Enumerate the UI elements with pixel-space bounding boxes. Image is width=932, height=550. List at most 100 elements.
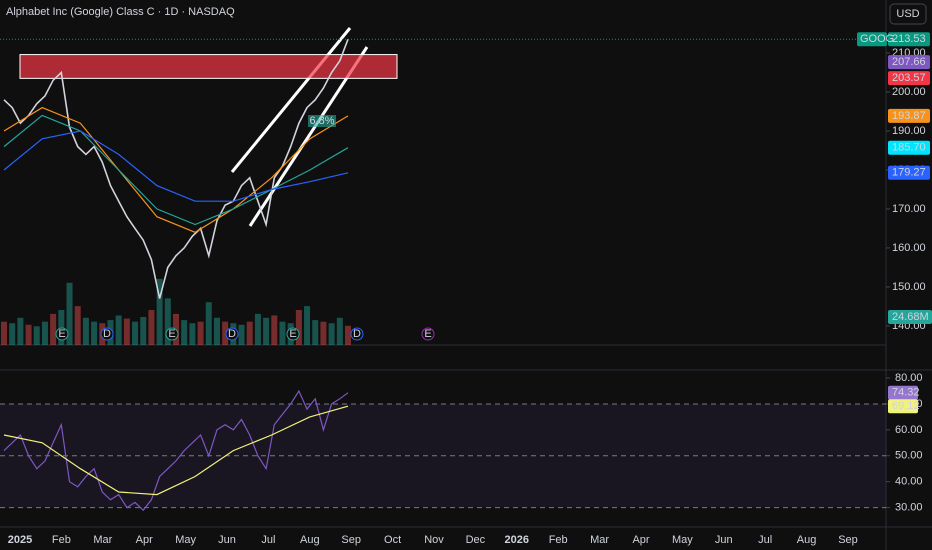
rsi-tick-label: 40.00 xyxy=(895,476,923,488)
chart-title: Alphabet Inc (Google) Class C · 1D · NAS… xyxy=(6,6,235,18)
event-marker xyxy=(100,327,114,341)
rsi-tick-label: 80.00 xyxy=(895,372,923,384)
moving-average xyxy=(3,114,349,226)
rsi-tick-label: 50.00 xyxy=(895,450,923,462)
y-tick-label: 190.00 xyxy=(892,125,926,137)
price-marker-label: 203.57 xyxy=(892,72,926,84)
volume-bar xyxy=(148,310,155,345)
price-marker-label: 185.70 xyxy=(892,142,926,154)
price-marker xyxy=(888,71,930,86)
event-marker xyxy=(350,327,364,341)
rsi-marker-label: 69.12 xyxy=(892,400,920,412)
volume-bar xyxy=(189,323,196,345)
volume-bar xyxy=(17,317,24,345)
volume-bar xyxy=(328,323,335,345)
y-tick-label: 170.00 xyxy=(892,203,926,215)
volume-bar xyxy=(263,317,270,345)
rsi-marker-label: 74.32 xyxy=(892,387,920,399)
event-label: E xyxy=(58,328,65,340)
price-marker xyxy=(888,165,930,180)
channel-line xyxy=(230,27,352,173)
x-tick-label: 2026 xyxy=(505,534,529,546)
symbol-label: GOOG xyxy=(860,33,894,45)
price-marker-label: 213.53 xyxy=(892,33,926,45)
volume-bar xyxy=(271,315,278,345)
volume-bar xyxy=(156,278,163,345)
volume-bar xyxy=(205,302,212,345)
volume-bar xyxy=(320,321,327,345)
volume-bar xyxy=(50,313,57,345)
volume-bar xyxy=(304,306,311,345)
volume-bar xyxy=(91,321,98,345)
volume-bar xyxy=(254,313,261,345)
y-tick-label: 200.00 xyxy=(892,86,926,98)
x-tick-label: Aug xyxy=(300,534,320,546)
currency[interactable]: USD xyxy=(896,8,919,20)
price-marker xyxy=(888,32,930,47)
x-tick-label: Mar xyxy=(590,534,609,546)
symbol-marker xyxy=(857,32,887,47)
x-tick-label: May xyxy=(175,534,196,546)
volume-bar xyxy=(123,318,130,345)
price-line xyxy=(3,39,349,299)
event-label: D xyxy=(103,328,111,340)
volume-bar xyxy=(74,306,81,345)
volume-bar xyxy=(197,321,204,345)
price-marker xyxy=(888,108,930,123)
x-tick-label: Jun xyxy=(218,534,236,546)
y-tick-label: 160.00 xyxy=(892,242,926,254)
x-tick-label: 2025 xyxy=(8,534,32,546)
volume-marker xyxy=(888,310,932,324)
volume-bar xyxy=(312,320,319,345)
price-marker-label: 207.66 xyxy=(892,56,926,68)
volume-bar xyxy=(115,315,122,345)
rsi-tick-label: 60.00 xyxy=(895,424,923,436)
volume-bar xyxy=(58,310,65,345)
volume-bar xyxy=(279,321,286,345)
x-tick-label: Apr xyxy=(632,534,649,546)
volume-bar xyxy=(345,325,351,345)
x-tick-label: Nov xyxy=(424,534,444,546)
x-tick-label: Oct xyxy=(384,534,401,546)
event-marker xyxy=(55,327,69,341)
volume-bar xyxy=(41,321,48,345)
volume-bar xyxy=(140,317,147,345)
rsi-line xyxy=(3,389,349,512)
volume-bar xyxy=(181,320,188,345)
annotation-box xyxy=(308,115,336,127)
volume-bar xyxy=(222,321,229,345)
volume-bar xyxy=(9,323,16,345)
event-label: D xyxy=(228,328,236,340)
annotation: 6.8% xyxy=(309,115,334,127)
price-marker-label: 179.27 xyxy=(892,167,926,179)
volume-bar xyxy=(164,298,171,345)
volume-bar xyxy=(238,324,245,345)
volume-bar xyxy=(1,321,7,345)
x-tick-label: Feb xyxy=(52,534,71,546)
moving-average xyxy=(3,130,349,202)
x-tick-label: Jul xyxy=(758,534,772,546)
volume-marker-label: 24.68M xyxy=(892,311,929,323)
x-tick-label: Mar xyxy=(93,534,112,546)
currency-button[interactable] xyxy=(889,3,927,25)
x-tick-label: Jul xyxy=(261,534,275,546)
x-tick-label: May xyxy=(672,534,693,546)
x-tick-label: Aug xyxy=(797,534,817,546)
event-label: D xyxy=(353,328,361,340)
event-marker xyxy=(286,327,300,341)
volume-bar xyxy=(33,326,40,345)
volume-bar xyxy=(132,321,139,345)
x-tick-label: Sep xyxy=(341,534,361,546)
moving-average xyxy=(3,106,349,233)
event-marker xyxy=(165,327,179,341)
event-label: E xyxy=(424,328,431,340)
x-tick-label: Dec xyxy=(466,534,486,546)
rsi-ma-line xyxy=(3,405,349,496)
x-tick-label: Sep xyxy=(838,534,858,546)
volume-bar xyxy=(246,321,253,345)
rsi-tick-label: 30.00 xyxy=(895,501,923,513)
volume-bar xyxy=(82,317,89,345)
price-marker-label: 193.87 xyxy=(892,110,926,122)
event-label: E xyxy=(168,328,175,340)
